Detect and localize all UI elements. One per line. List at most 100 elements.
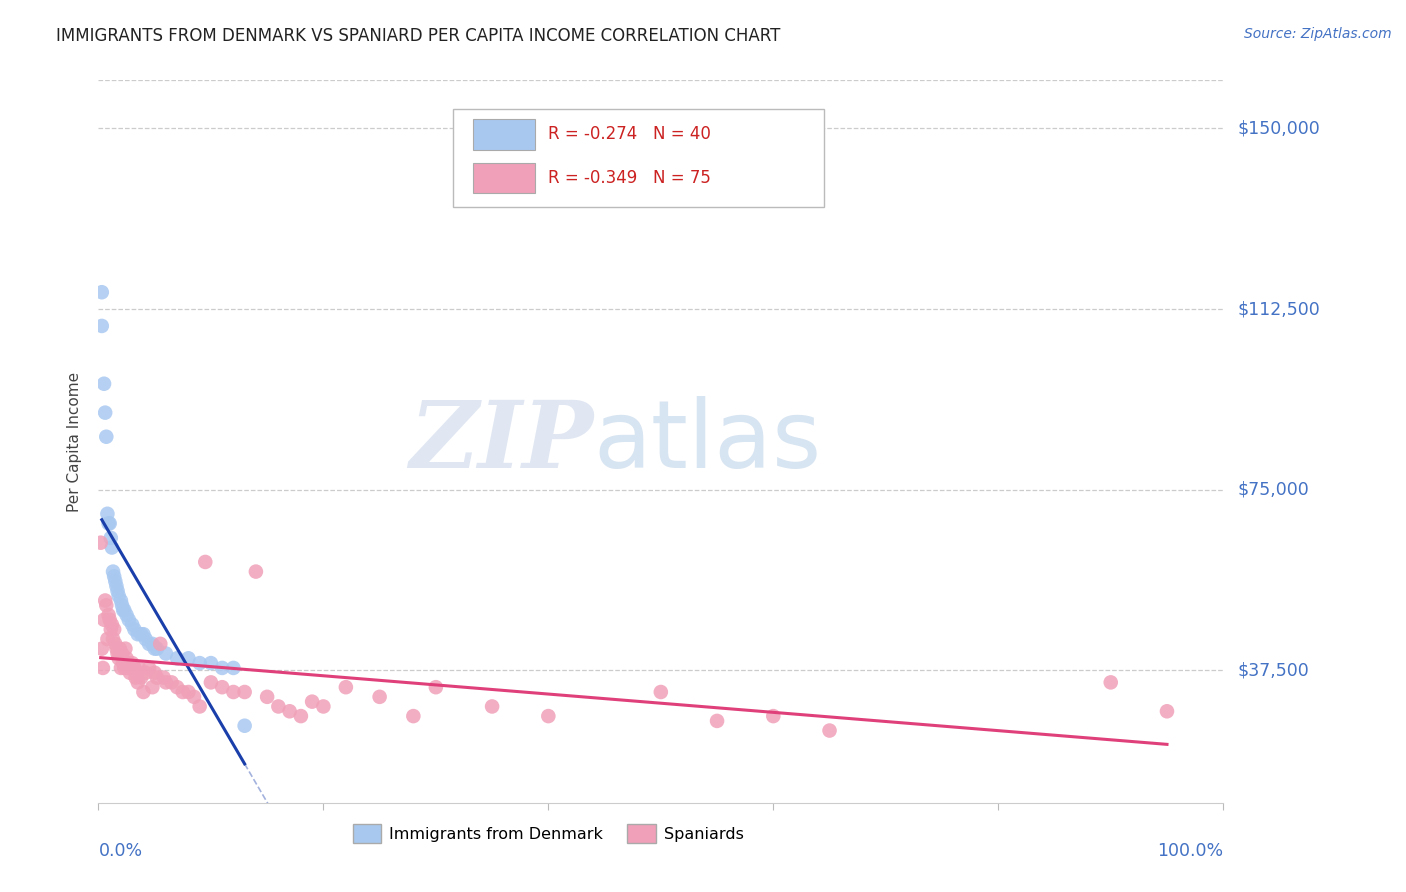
Point	[101, 565, 124, 579]
Point	[103, 623, 125, 637]
Text: $150,000: $150,000	[1237, 120, 1320, 137]
Point	[105, 641, 128, 656]
Point	[312, 699, 335, 714]
Text: $75,000: $75,000	[1237, 481, 1309, 499]
Point	[194, 555, 217, 569]
Text: R = -0.349   N = 75: R = -0.349 N = 75	[548, 169, 711, 186]
Point	[141, 637, 163, 651]
Point	[222, 685, 245, 699]
Point	[301, 695, 323, 709]
Point	[97, 607, 120, 622]
Point	[166, 651, 188, 665]
Point	[90, 535, 112, 549]
Point	[104, 574, 127, 589]
Point	[93, 376, 115, 391]
Point	[143, 641, 166, 656]
Point	[128, 661, 150, 675]
Point	[107, 583, 129, 598]
Point	[125, 665, 148, 680]
Point	[290, 709, 312, 723]
Point	[111, 599, 134, 613]
Point	[100, 623, 122, 637]
Point	[96, 632, 118, 646]
Point	[127, 675, 149, 690]
Point	[1099, 675, 1122, 690]
Point	[233, 719, 256, 733]
Point	[245, 565, 267, 579]
Point	[97, 516, 120, 531]
Point	[108, 641, 131, 656]
Point	[138, 637, 160, 651]
Point	[177, 651, 200, 665]
Point	[335, 680, 357, 694]
Point	[211, 680, 233, 694]
Bar	[472, 162, 534, 193]
Point	[101, 541, 124, 555]
Text: 100.0%: 100.0%	[1157, 842, 1223, 860]
Point	[188, 656, 211, 670]
Point	[188, 699, 211, 714]
Point	[160, 675, 183, 690]
Point	[121, 656, 143, 670]
Point	[155, 647, 177, 661]
Point	[124, 661, 146, 675]
Text: $37,500: $37,500	[1237, 661, 1309, 680]
Point	[172, 685, 194, 699]
Point	[233, 685, 256, 699]
Point	[104, 637, 127, 651]
Point	[114, 641, 136, 656]
Point	[111, 647, 134, 661]
Point	[146, 671, 169, 685]
Point	[138, 661, 160, 675]
Point	[112, 603, 135, 617]
Point	[122, 661, 145, 675]
Point	[149, 637, 172, 651]
Point	[98, 516, 121, 531]
Point	[112, 603, 135, 617]
Point	[117, 661, 139, 675]
Point	[143, 665, 166, 680]
Point	[118, 665, 141, 680]
Point	[211, 661, 233, 675]
Point	[183, 690, 205, 704]
Point	[256, 690, 278, 704]
Point	[94, 593, 117, 607]
Point	[107, 651, 129, 665]
Point	[107, 589, 129, 603]
Point	[120, 661, 142, 675]
Point	[105, 579, 128, 593]
Point	[368, 690, 391, 704]
Point	[537, 709, 560, 723]
Point	[166, 680, 188, 694]
Point	[112, 656, 135, 670]
Point	[200, 656, 222, 670]
Point	[96, 430, 118, 444]
Point	[402, 709, 425, 723]
Point	[1156, 704, 1178, 718]
Point	[115, 651, 138, 665]
Point	[135, 632, 157, 646]
Text: ZIP: ZIP	[409, 397, 593, 486]
Point	[129, 627, 152, 641]
Text: Source: ZipAtlas.com: Source: ZipAtlas.com	[1244, 27, 1392, 41]
Point	[200, 675, 222, 690]
Point	[124, 623, 146, 637]
Point	[93, 613, 115, 627]
Point	[762, 709, 785, 723]
Point	[121, 617, 143, 632]
Bar	[472, 120, 534, 150]
Point	[90, 318, 112, 333]
Text: 0.0%: 0.0%	[98, 842, 142, 860]
Point	[101, 617, 124, 632]
Y-axis label: Per Capita Income: Per Capita Income	[67, 371, 83, 512]
Point	[267, 699, 290, 714]
Point	[278, 704, 301, 718]
Text: R = -0.274   N = 40: R = -0.274 N = 40	[548, 126, 711, 144]
Point	[91, 661, 114, 675]
Point	[96, 599, 118, 613]
Point	[132, 627, 155, 641]
Point	[177, 685, 200, 699]
Point	[141, 680, 163, 694]
Point	[115, 607, 138, 622]
Point	[135, 665, 157, 680]
